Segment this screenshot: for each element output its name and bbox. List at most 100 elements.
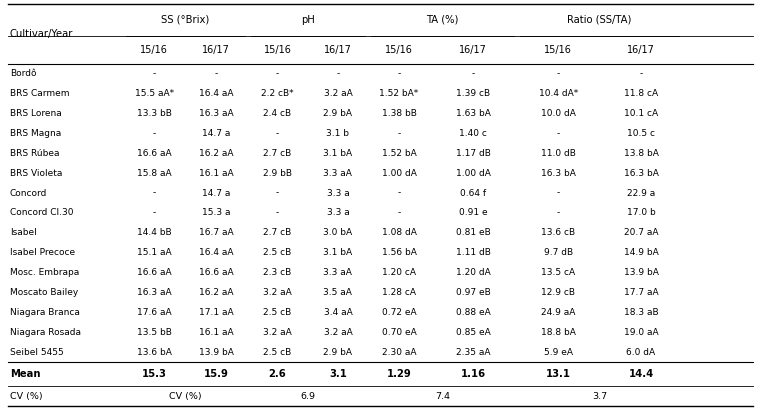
Text: 0.70 eA: 0.70 eA	[382, 328, 416, 337]
Text: 13.9 bA: 13.9 bA	[199, 348, 234, 357]
Text: -: -	[152, 208, 156, 217]
Text: 20.7 aA: 20.7 aA	[624, 228, 659, 237]
Text: 2.7 cB: 2.7 cB	[263, 149, 291, 158]
Text: Seibel 5455: Seibel 5455	[10, 348, 64, 357]
Text: 3.3 a: 3.3 a	[326, 188, 349, 197]
Text: 15.9: 15.9	[204, 369, 229, 379]
Text: Concord Cl.30: Concord Cl.30	[10, 208, 73, 217]
Text: 3.0 bA: 3.0 bA	[323, 228, 353, 237]
Text: pH: pH	[301, 15, 315, 25]
Text: 17.1 aA: 17.1 aA	[199, 308, 234, 317]
Text: 13.6 bA: 13.6 bA	[137, 348, 172, 357]
Text: 2.5 cB: 2.5 cB	[263, 248, 291, 257]
Text: -: -	[397, 69, 400, 78]
Text: -: -	[276, 69, 279, 78]
Text: Isabel Precoce: Isabel Precoce	[10, 248, 75, 257]
Text: 1.38 bB: 1.38 bB	[382, 109, 416, 118]
Text: 6.0 dA: 6.0 dA	[627, 348, 656, 357]
Text: 1.17 dB: 1.17 dB	[456, 149, 491, 158]
Text: 2.30 aA: 2.30 aA	[382, 348, 416, 357]
Text: 0.88 eA: 0.88 eA	[456, 308, 491, 317]
Text: 1.20 dA: 1.20 dA	[456, 268, 491, 277]
Text: 24.9 aA: 24.9 aA	[541, 308, 575, 317]
Text: -: -	[472, 69, 475, 78]
Text: -: -	[276, 208, 279, 217]
Text: 16.6 aA: 16.6 aA	[137, 268, 171, 277]
Text: 16/17: 16/17	[324, 45, 352, 55]
Text: 3.3 a: 3.3 a	[326, 208, 349, 217]
Text: -: -	[336, 69, 340, 78]
Text: 16.7 aA: 16.7 aA	[199, 228, 234, 237]
Text: 1.28 cA: 1.28 cA	[382, 288, 416, 297]
Text: -: -	[397, 129, 400, 138]
Text: -: -	[276, 188, 279, 197]
Text: 15/16: 15/16	[385, 45, 413, 55]
Text: 13.3 bB: 13.3 bB	[137, 109, 172, 118]
Text: BRS Rúbea: BRS Rúbea	[10, 149, 59, 158]
Text: 16/17: 16/17	[202, 45, 230, 55]
Text: 1.29: 1.29	[387, 369, 411, 379]
Text: 16/17: 16/17	[627, 45, 655, 55]
Text: 6.9: 6.9	[301, 392, 316, 401]
Text: 14.7 a: 14.7 a	[202, 129, 231, 138]
Text: 15.5 aA*: 15.5 aA*	[135, 89, 173, 98]
Text: 19.0 aA: 19.0 aA	[624, 328, 659, 337]
Text: 0.97 eB: 0.97 eB	[456, 288, 491, 297]
Text: 0.72 eA: 0.72 eA	[382, 308, 416, 317]
Text: -: -	[556, 129, 560, 138]
Text: -: -	[556, 69, 560, 78]
Text: 5.9 eA: 5.9 eA	[544, 348, 573, 357]
Text: 2.2 cB*: 2.2 cB*	[261, 89, 294, 98]
Text: -: -	[556, 188, 560, 197]
Text: 3.3 aA: 3.3 aA	[323, 169, 352, 178]
Text: 1.00 dA: 1.00 dA	[456, 169, 491, 178]
Text: TA (%): TA (%)	[426, 15, 459, 25]
Text: Niagara Branca: Niagara Branca	[10, 308, 79, 317]
Text: 16.6 aA: 16.6 aA	[199, 268, 234, 277]
Text: 3.2 aA: 3.2 aA	[323, 89, 352, 98]
Text: 10.1 cA: 10.1 cA	[624, 109, 658, 118]
Text: 2.9 bA: 2.9 bA	[323, 109, 353, 118]
Text: 2.4 cB: 2.4 cB	[263, 109, 291, 118]
Text: 1.39 cB: 1.39 cB	[456, 89, 491, 98]
Text: -: -	[397, 208, 400, 217]
Text: Bordô: Bordô	[10, 69, 36, 78]
Text: BRS Magna: BRS Magna	[10, 129, 61, 138]
Text: BRS Carmem: BRS Carmem	[10, 89, 70, 98]
Text: 2.6: 2.6	[269, 369, 286, 379]
Text: 17.0 b: 17.0 b	[627, 208, 656, 217]
Text: 16.1 aA: 16.1 aA	[199, 328, 234, 337]
Text: -: -	[397, 188, 400, 197]
Text: 13.5 bB: 13.5 bB	[137, 328, 172, 337]
Text: 1.52 bA*: 1.52 bA*	[379, 89, 419, 98]
Text: 16.3 bA: 16.3 bA	[540, 169, 575, 178]
Text: 3.1 bA: 3.1 bA	[323, 248, 353, 257]
Text: 2.5 cB: 2.5 cB	[263, 348, 291, 357]
Text: 16.3 aA: 16.3 aA	[199, 109, 234, 118]
Text: 3.4 aA: 3.4 aA	[323, 308, 352, 317]
Text: 17.6 aA: 17.6 aA	[137, 308, 171, 317]
Text: 3.2 aA: 3.2 aA	[263, 328, 292, 337]
Text: 13.1: 13.1	[546, 369, 571, 379]
Text: 15.3: 15.3	[142, 369, 167, 379]
Text: Mosc. Embrapa: Mosc. Embrapa	[10, 268, 79, 277]
Text: 3.3 aA: 3.3 aA	[323, 268, 352, 277]
Text: BRS Lorena: BRS Lorena	[10, 109, 61, 118]
Text: 3.2 aA: 3.2 aA	[263, 288, 292, 297]
Text: Moscato Bailey: Moscato Bailey	[10, 288, 78, 297]
Text: -: -	[640, 69, 643, 78]
Text: 1.56 bA: 1.56 bA	[382, 248, 416, 257]
Text: -: -	[152, 129, 156, 138]
Text: 7.4: 7.4	[435, 392, 450, 401]
Text: 16.3 aA: 16.3 aA	[137, 288, 171, 297]
Text: -: -	[276, 129, 279, 138]
Text: 13.8 bA: 13.8 bA	[624, 149, 659, 158]
Text: 14.9 bA: 14.9 bA	[624, 248, 659, 257]
Text: 14.4: 14.4	[628, 369, 653, 379]
Text: 1.00 dA: 1.00 dA	[382, 169, 416, 178]
Text: Cultivar/Year: Cultivar/Year	[10, 29, 73, 39]
Text: 15.1 aA: 15.1 aA	[137, 248, 171, 257]
Text: 16.3 bA: 16.3 bA	[624, 169, 659, 178]
Text: SS (°Brix): SS (°Brix)	[161, 15, 210, 25]
Text: 16.1 aA: 16.1 aA	[199, 169, 234, 178]
